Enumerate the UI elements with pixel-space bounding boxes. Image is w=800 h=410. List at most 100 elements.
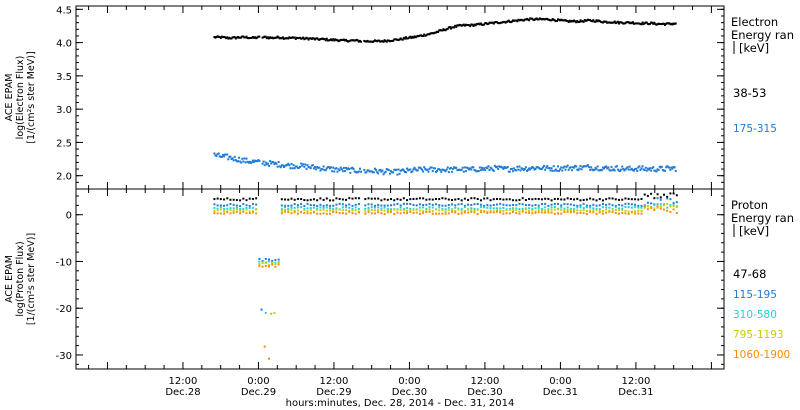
data-point-1060-1900 (229, 212, 232, 215)
data-point-115-195 (325, 204, 328, 207)
data-point-38-53 (229, 37, 232, 40)
data-point-310-580 (630, 206, 633, 209)
data-point-115-195 (457, 203, 460, 206)
data-point-115-195 (585, 204, 588, 207)
data-point-1060-1900 (303, 211, 306, 214)
data-point-310-580 (428, 206, 431, 209)
data-point-795-1193 (364, 210, 367, 213)
data-point-1060-1900 (431, 212, 434, 215)
data-point-115-195 (242, 202, 245, 205)
legend-entry-175-315: 175-315 (733, 123, 777, 135)
data-point-175-315 (509, 168, 512, 171)
data-point-175-315 (282, 166, 285, 169)
data-point-175-315 (302, 163, 305, 166)
data-point-38-53 (315, 37, 318, 40)
data-point-38-53 (491, 21, 494, 24)
data-point-38-53 (360, 40, 363, 43)
data-point-38-53 (261, 36, 264, 39)
data-point-175-315 (245, 157, 248, 160)
data-point-795-1193 (524, 208, 527, 211)
data-point-795-1193 (290, 208, 293, 211)
data-point-115-195 (508, 204, 511, 207)
data-point-115-195 (232, 203, 235, 206)
data-point-47-68 (428, 198, 431, 201)
data-point-38-53 (236, 36, 239, 39)
data-point-47-68 (621, 198, 624, 201)
data-point-175-315 (462, 170, 465, 173)
data-point-47-68 (666, 195, 669, 198)
data-point-115-195 (528, 204, 531, 207)
data-point-175-315 (580, 168, 583, 171)
data-point-47-68 (316, 199, 319, 202)
data-point-795-1193 (463, 209, 466, 212)
data-point-38-53 (598, 20, 601, 23)
data-point-38-53 (339, 38, 342, 41)
data-point-38-53 (591, 20, 594, 23)
data-point-310-580 (486, 206, 489, 209)
data-point-38-53 (294, 37, 297, 40)
data-point-115-195 (582, 202, 585, 205)
data-point-175-315 (386, 168, 389, 171)
data-point-175-315 (292, 164, 295, 167)
data-point-47-68 (280, 198, 283, 201)
legend-entry-795-1193: 795-1193 (733, 329, 784, 341)
data-point-38-53 (641, 21, 644, 24)
data-point-175-315 (215, 155, 218, 158)
data-point-47-68 (608, 197, 611, 200)
data-point-175-315 (498, 165, 501, 168)
data-point-175-315 (334, 167, 337, 170)
data-point-38-53 (592, 19, 595, 22)
data-point-175-315 (279, 166, 282, 169)
data-point-1060-1900 (473, 211, 476, 214)
data-point-38-53 (375, 39, 378, 42)
data-point-795-1193 (467, 208, 470, 211)
data-point-175-315 (548, 167, 551, 170)
data-point-38-53 (276, 35, 279, 38)
data-point-38-53 (255, 37, 258, 40)
data-point-175-315 (651, 167, 654, 170)
data-point-175-315 (395, 168, 398, 171)
data-point-1060-1900 (528, 211, 531, 214)
data-point-47-68 (524, 199, 527, 202)
data-point-38-53 (638, 22, 641, 25)
data-point-1060-1900 (425, 210, 428, 213)
data-point-1060-1900 (576, 212, 579, 215)
data-point-38-53 (651, 21, 654, 24)
data-point-115-195 (589, 204, 592, 207)
data-point-1060-1900 (531, 212, 534, 215)
y-tick-label: 0 (66, 211, 72, 222)
data-point-115-195 (428, 203, 431, 206)
data-point-310-580 (351, 207, 354, 210)
data-point-175-315 (437, 168, 440, 171)
data-point-175-315 (436, 169, 439, 172)
legend-entry-1060-1900: 1060-1900 (733, 349, 790, 361)
data-point-47-68 (656, 193, 659, 196)
data-point-38-53 (581, 20, 584, 23)
data-point-175-315 (467, 167, 470, 170)
data-point-175-315 (525, 169, 528, 172)
data-point-175-315 (668, 166, 671, 169)
data-point-38-53 (533, 18, 536, 21)
data-point-175-315 (649, 167, 652, 170)
data-point-115-195 (672, 202, 675, 205)
data-point-175-315 (249, 162, 252, 165)
data-point-1060-1900 (338, 212, 341, 215)
data-point-115-195 (534, 204, 537, 207)
data-point-175-315 (371, 171, 374, 174)
data-point-175-315 (442, 169, 445, 172)
y-tick-label: 4.5 (56, 5, 72, 16)
data-point-175-315 (472, 166, 475, 169)
data-point-38-53 (402, 36, 405, 39)
data-point-175-315 (444, 170, 447, 173)
data-point-115-195 (354, 203, 357, 206)
data-point-175-315 (405, 171, 408, 174)
data-point-310-580 (592, 207, 595, 210)
data-point-175-315 (288, 164, 291, 167)
data-point-47-68 (309, 198, 312, 201)
data-point-38-53 (551, 18, 554, 21)
data-point-795-1193 (309, 208, 312, 211)
data-point-47-68 (669, 192, 672, 195)
data-point-175-315 (615, 165, 618, 168)
data-point-175-315 (538, 167, 541, 170)
data-point-115-195 (219, 204, 222, 207)
